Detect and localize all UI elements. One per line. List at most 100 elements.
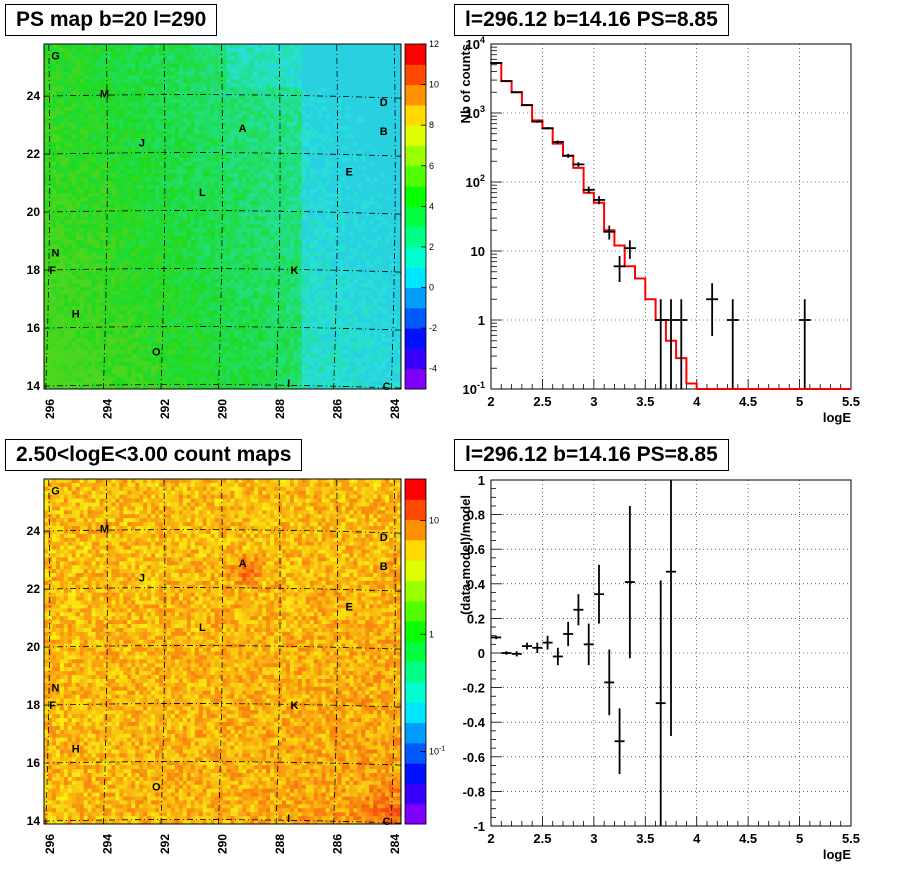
map-pixel [369,134,374,139]
map-pixel [186,126,192,131]
map-pixel [254,71,259,76]
map-pixel [59,232,65,237]
map-pixel [262,118,267,123]
map-pixel [349,161,354,167]
map-pixel [329,94,335,100]
map-pixel [313,200,319,206]
map-pixel [246,177,251,182]
map-pixel [341,204,346,210]
map-pixel [262,47,267,53]
map-pixel [47,243,53,249]
map-pixel [305,118,311,123]
map-pixel [353,98,358,104]
map-pixel [135,79,140,84]
map-pixel [218,102,223,108]
map-pixel [278,224,283,229]
map-pixel [67,255,73,261]
map-pixel [107,67,112,72]
map-pixel [55,59,61,65]
map-pixel [313,106,319,112]
map-pixel [238,189,243,194]
map-pixel [349,145,354,151]
map-pixel [178,232,184,237]
map-pixel [111,189,116,194]
map-pixel [91,98,97,104]
map-pixel [67,63,73,69]
map-pixel [321,165,327,170]
map-pixel [218,161,223,167]
map-pixel [317,118,323,123]
map-pixel [230,87,235,92]
map-pixel [313,94,319,100]
map-pixel [250,134,255,139]
map-pixel [278,79,283,84]
map-pixel [377,134,382,139]
map-pixel [274,196,279,202]
map-pixel [345,102,350,108]
map-pixel [333,196,339,202]
map-pixel [238,161,243,167]
map-pixel [285,118,291,123]
map-pixel [397,192,402,198]
map-pixel [107,169,112,174]
map-pixel [293,71,299,76]
map-pixel [353,110,358,116]
map-pixel [254,224,259,229]
map-pixel [218,118,223,123]
map-pixel [337,83,342,88]
map-pixel [373,149,378,155]
map-pixel [293,94,299,100]
map-pixel [341,220,346,225]
map-pixel [313,67,319,72]
map-pixel [83,240,89,245]
map-pixel [55,47,61,53]
map-pixel [91,138,97,143]
map-pixel [182,63,188,69]
map-pixel [274,255,279,261]
map-pixel [301,67,307,72]
map-pixel [91,240,97,245]
map-pixel [246,75,251,80]
map-pixel [135,216,140,221]
map-pixel [262,216,267,221]
map-pixel [59,204,65,210]
map-pixel [174,102,180,108]
map-pixel [321,196,327,202]
map-pixel [345,106,350,112]
map-pixel [389,173,394,178]
map-pixel [210,91,216,96]
map-pixel [51,55,57,61]
map-pixel [131,71,136,76]
map-pixel [274,208,279,214]
map-pixel [139,47,144,53]
map-pixel [202,98,208,104]
map-pixel [75,75,81,80]
map-pixel [115,185,120,190]
map-pixel [47,153,53,159]
map-pixel [238,87,243,92]
map-pixel [170,138,176,143]
map-pixel [278,232,283,237]
map-pixel [329,204,335,210]
map-pixel [254,153,259,159]
map-pixel [166,51,172,57]
map-pixel [131,63,136,69]
map-pixel [218,200,223,206]
map-pixel [194,247,200,253]
map-pixel [254,67,259,72]
map-pixel [131,204,136,210]
map-pixel [373,196,378,202]
map-pixel [79,228,85,233]
map-pixel [63,98,69,104]
count-map-title: 2.50<logE<3.00 count maps [5,439,303,471]
map-pixel [155,114,160,119]
map-pixel [83,169,89,174]
map-pixel [111,126,116,131]
map-pixel [147,189,152,194]
map-pixel [381,142,386,147]
map-pixel [119,259,124,265]
map-pixel [159,181,164,186]
map-pixel [373,169,378,174]
map-pixel [111,83,116,88]
residual-title: l=296.12 b=14.16 PS=8.85 [454,439,729,471]
